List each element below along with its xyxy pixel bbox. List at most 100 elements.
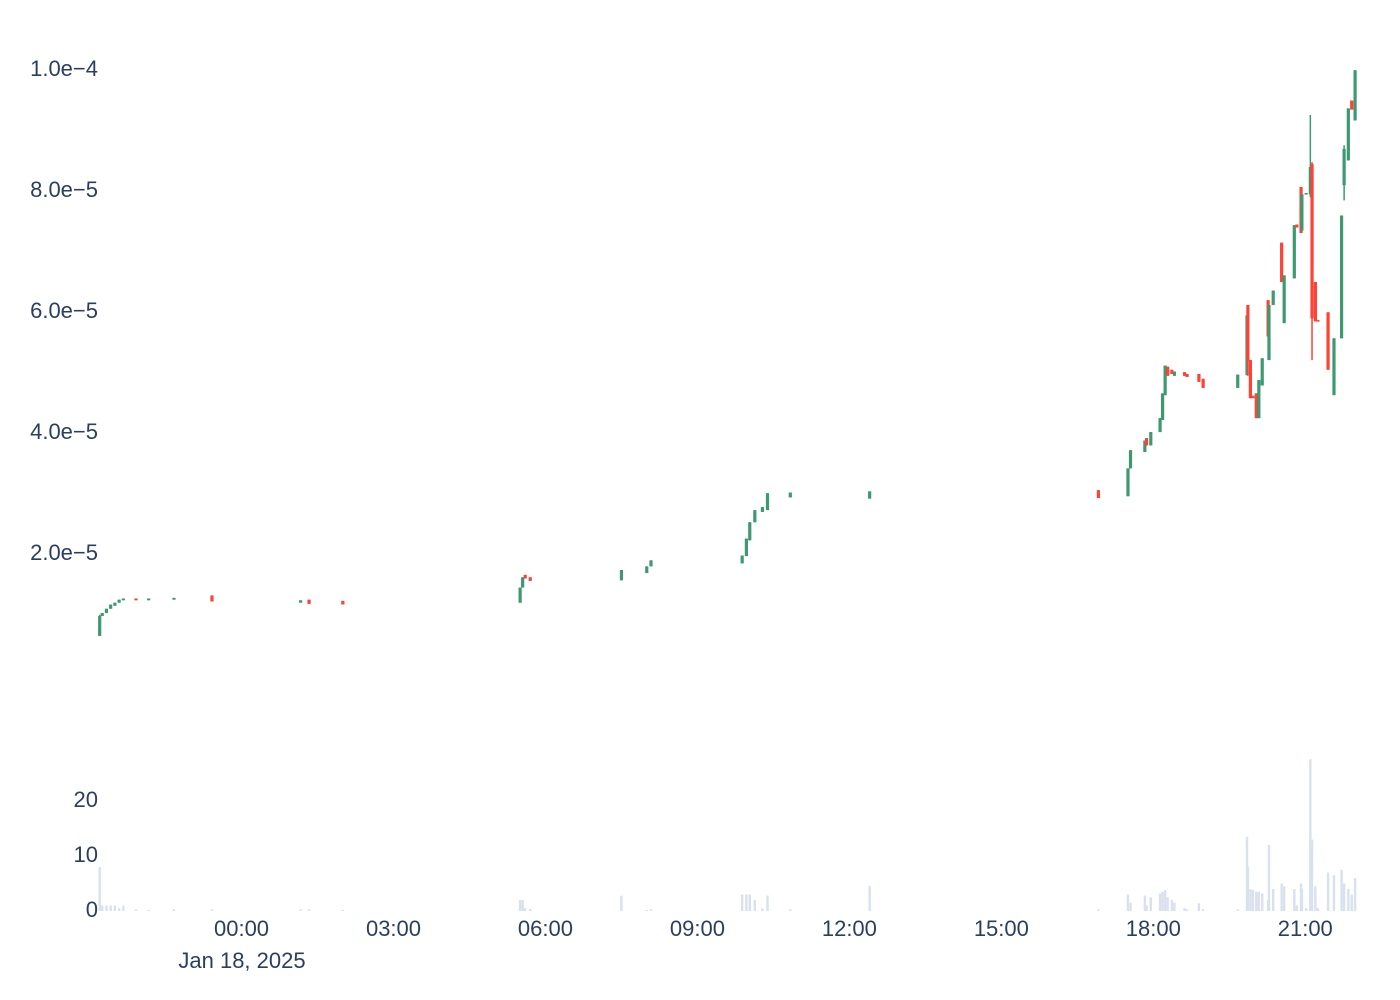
volume-bar	[1185, 909, 1189, 911]
volume-tick-label: 0	[86, 897, 98, 922]
candle-body	[1353, 70, 1357, 121]
volume-bar	[1261, 893, 1264, 911]
x-tick-label: 06:00	[518, 916, 573, 941]
candle-body	[1332, 338, 1336, 396]
x-date-label: Jan 18, 2025	[178, 948, 305, 973]
volume-bar	[521, 900, 524, 911]
candle-body	[121, 598, 125, 601]
volume-bar	[518, 900, 522, 911]
candle-body	[113, 602, 117, 606]
candle-body	[619, 570, 624, 581]
volume-bar	[1304, 908, 1308, 911]
volume-bar	[1314, 886, 1317, 911]
volume-bar	[1267, 845, 1271, 911]
volume-bar	[1347, 889, 1350, 911]
candle-body	[299, 600, 303, 603]
volume-bar	[1161, 891, 1164, 911]
x-tick-label: 12:00	[822, 916, 877, 941]
volume-bar	[1201, 909, 1205, 911]
volume-bar	[98, 867, 101, 911]
volume-bar	[109, 905, 112, 911]
volume-bar	[1246, 867, 1250, 911]
volume-bar	[1197, 903, 1201, 911]
volume-bar	[1166, 897, 1169, 911]
volume-bar	[1300, 889, 1304, 911]
candle-body	[117, 599, 121, 603]
candle-body	[1185, 373, 1189, 378]
volume-bar	[740, 894, 744, 911]
x-tick-label: 18:00	[1126, 916, 1181, 941]
volume-tick-label: 20	[74, 787, 98, 812]
volume-bar	[1280, 883, 1283, 911]
x-tick-label: 00:00	[214, 916, 269, 941]
candle-body	[753, 510, 757, 523]
y-tick-label: 6.0e−5	[30, 298, 98, 323]
candle-body	[147, 598, 151, 601]
volume-bar	[105, 905, 108, 911]
x-tick-label: 09:00	[670, 916, 725, 941]
candle-body	[1144, 438, 1149, 446]
candle-body	[1326, 312, 1330, 370]
candle-body	[744, 538, 748, 557]
x-tick-label: 03:00	[366, 916, 421, 941]
candle-body	[521, 577, 525, 588]
candle-body	[518, 587, 522, 603]
volume-bar	[307, 909, 311, 911]
candle-body	[649, 560, 653, 567]
candle-body	[868, 491, 872, 499]
candle-body	[100, 612, 104, 617]
volume-bar	[1293, 889, 1296, 911]
candle-body	[1300, 194, 1304, 231]
candle-body	[98, 616, 102, 636]
candle-body	[1246, 305, 1250, 361]
volume-bar	[341, 909, 345, 911]
volume-bar	[1310, 839, 1314, 911]
candle-body	[1308, 167, 1312, 195]
candle-body	[1346, 108, 1350, 161]
volume-bar	[1236, 909, 1239, 911]
candle-body	[1313, 282, 1318, 322]
candle-body	[645, 566, 649, 574]
candle-body	[1158, 418, 1162, 433]
volume-bar	[745, 894, 748, 911]
volume-bar	[1126, 894, 1130, 911]
volume-bar	[1316, 908, 1320, 911]
candle-body	[1310, 164, 1314, 319]
candle-body	[1128, 450, 1133, 469]
volume-bar	[1145, 905, 1148, 911]
volume-bar	[1350, 894, 1353, 911]
candle-body	[104, 608, 109, 613]
volume-bar	[529, 908, 532, 911]
candle-body	[528, 577, 532, 581]
candle-body	[1163, 365, 1167, 396]
candle-body	[1248, 360, 1253, 399]
volume-bar	[1353, 878, 1357, 911]
candle-body	[740, 555, 744, 564]
candle-body	[765, 493, 770, 511]
candle-body	[523, 574, 527, 579]
candle-body	[109, 604, 113, 609]
candle-body	[1342, 148, 1346, 186]
volume-bar	[1282, 886, 1286, 911]
volume-bar	[122, 905, 125, 911]
candle-body	[748, 522, 752, 541]
candle-body	[1280, 242, 1284, 283]
candle-body	[1096, 490, 1101, 499]
y-tick-label: 4.0e−5	[30, 419, 98, 444]
volume-tick-label: 10	[74, 842, 98, 867]
candle-body	[341, 600, 345, 605]
volume-bar	[1149, 897, 1152, 911]
candle-body	[1267, 305, 1271, 361]
volume-bar	[117, 908, 121, 911]
volume-bar	[147, 909, 150, 911]
candle-body	[134, 598, 138, 601]
candle-body	[1161, 393, 1165, 420]
volume-bar	[1097, 909, 1100, 911]
candle-body	[1170, 369, 1174, 374]
volume-bar	[1163, 890, 1167, 911]
volume-bar	[1170, 900, 1174, 911]
volume-bar	[172, 909, 176, 911]
candle-body	[172, 597, 176, 600]
candle-body	[1172, 371, 1177, 376]
